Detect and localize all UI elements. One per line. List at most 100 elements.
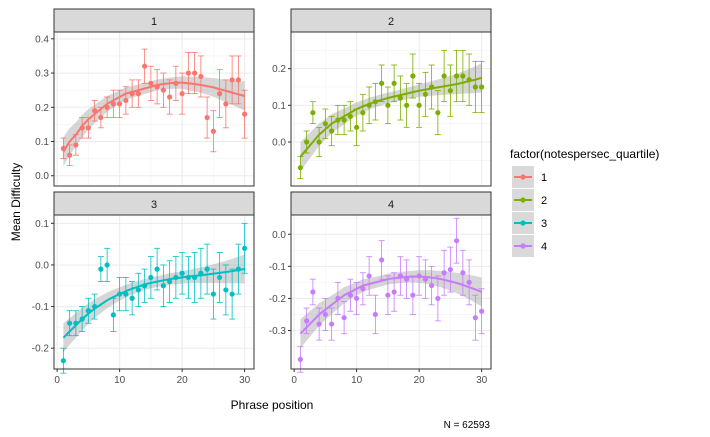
- data-point: [310, 289, 316, 295]
- data-point: [410, 292, 416, 298]
- data-point: [410, 73, 416, 79]
- panel-background: [291, 32, 491, 186]
- data-point: [217, 91, 223, 97]
- panel-3: 3 -0.2 -0.1 0.0 0.1 0 10 20 30: [32, 191, 255, 386]
- y-tick-label: -0.2: [32, 344, 50, 355]
- strip-label: 4: [388, 199, 394, 211]
- data-point: [404, 102, 410, 108]
- data-point: [235, 77, 241, 83]
- data-point: [210, 291, 216, 297]
- data-point: [167, 94, 173, 100]
- legend-keys: 1 2 3 4: [512, 166, 547, 257]
- data-point: [435, 110, 441, 116]
- y-tick-label: -0.1: [269, 262, 287, 273]
- data-point: [385, 292, 391, 298]
- x-tick-label: 20: [414, 375, 426, 386]
- data-point: [447, 88, 453, 94]
- data-point: [397, 273, 403, 279]
- smooth-line: [299, 275, 482, 335]
- panel-4: 4 -0.3 -0.2 -0.1 0.0 0 10 20 30: [269, 191, 492, 386]
- data-point: [204, 266, 210, 272]
- data-point: [472, 315, 478, 321]
- legend-label: 4: [541, 241, 547, 253]
- data-point: [92, 303, 98, 310]
- data-point: [229, 291, 235, 297]
- data-point: [60, 145, 66, 151]
- data-point: [110, 312, 116, 318]
- strip-label: 1: [151, 16, 157, 28]
- data-point: [416, 102, 422, 108]
- data-point: [73, 320, 79, 326]
- legend-label: 2: [541, 195, 547, 207]
- confidence-band: [300, 63, 482, 172]
- data-point: [479, 84, 485, 90]
- y-tick-label: -0.1: [32, 302, 50, 313]
- data-point: [354, 124, 360, 130]
- data-point: [198, 73, 204, 80]
- x-tick-label: 10: [114, 375, 126, 386]
- panels-layer: 1 0.0 0.1 0.2 0.3 0.4 2 0.0 0.1 0.2 3 -0.2 -0.1 0.0 0.…: [32, 8, 492, 386]
- smooth-line: [299, 76, 482, 158]
- data-point: [210, 128, 216, 134]
- data-point: [441, 270, 447, 276]
- data-point: [360, 110, 366, 116]
- data-point: [92, 108, 98, 114]
- data-point: [385, 102, 391, 108]
- data-point: [322, 121, 328, 127]
- data-point: [466, 279, 472, 285]
- strip-label: 2: [388, 16, 394, 28]
- data-point: [79, 316, 85, 322]
- data-point: [104, 104, 110, 110]
- data-point: [354, 295, 360, 302]
- panel-background: [54, 215, 254, 369]
- data-point: [366, 273, 372, 279]
- y-tick-label: -0.3: [269, 326, 287, 337]
- data-point: [422, 91, 428, 97]
- data-point: [192, 274, 198, 281]
- data-point: [360, 286, 366, 292]
- y-tick-label: 0.2: [35, 103, 49, 114]
- data-point: [347, 113, 353, 119]
- legend: factor(notespersec_quartile) 1 2 3 4: [510, 147, 659, 257]
- data-point: [466, 77, 472, 83]
- data-point: [441, 73, 447, 79]
- data-point: [117, 101, 123, 107]
- data-point: [148, 274, 154, 281]
- data-point: [173, 274, 179, 281]
- data-point: [454, 73, 460, 79]
- data-point: [79, 125, 85, 131]
- legend-title: factor(notespersec_quartile): [510, 147, 659, 161]
- data-point: [67, 320, 73, 326]
- data-point: [372, 99, 378, 105]
- data-point: [297, 356, 303, 362]
- data-point: [154, 84, 160, 90]
- confidence-band: [63, 76, 245, 167]
- data-point: [179, 91, 185, 97]
- data-point: [316, 321, 322, 327]
- y-tick-label: 0.1: [272, 101, 286, 112]
- data-point: [229, 77, 235, 83]
- data-point: [67, 152, 73, 158]
- panel-border: [290, 31, 492, 187]
- data-point: [110, 101, 116, 107]
- x-tick-label: 0: [54, 375, 60, 386]
- data-point: [192, 70, 198, 76]
- confidence-band: [63, 254, 245, 353]
- data-point: [223, 287, 229, 293]
- y-tick-label: 0.0: [272, 138, 286, 149]
- data-point: [160, 283, 166, 289]
- panel-1: 1 0.0 0.1 0.2 0.3 0.4: [35, 8, 255, 187]
- legend-item-2: 2: [512, 189, 547, 211]
- data-point: [429, 84, 435, 90]
- strip-label: 3: [151, 199, 157, 211]
- data-point: [297, 165, 303, 171]
- data-point: [142, 283, 148, 289]
- data-point: [129, 91, 135, 97]
- data-point: [329, 128, 335, 134]
- data-point: [98, 114, 104, 121]
- data-point: [429, 282, 435, 289]
- data-point: [185, 274, 191, 281]
- data-point: [235, 266, 241, 272]
- data-point: [397, 95, 403, 101]
